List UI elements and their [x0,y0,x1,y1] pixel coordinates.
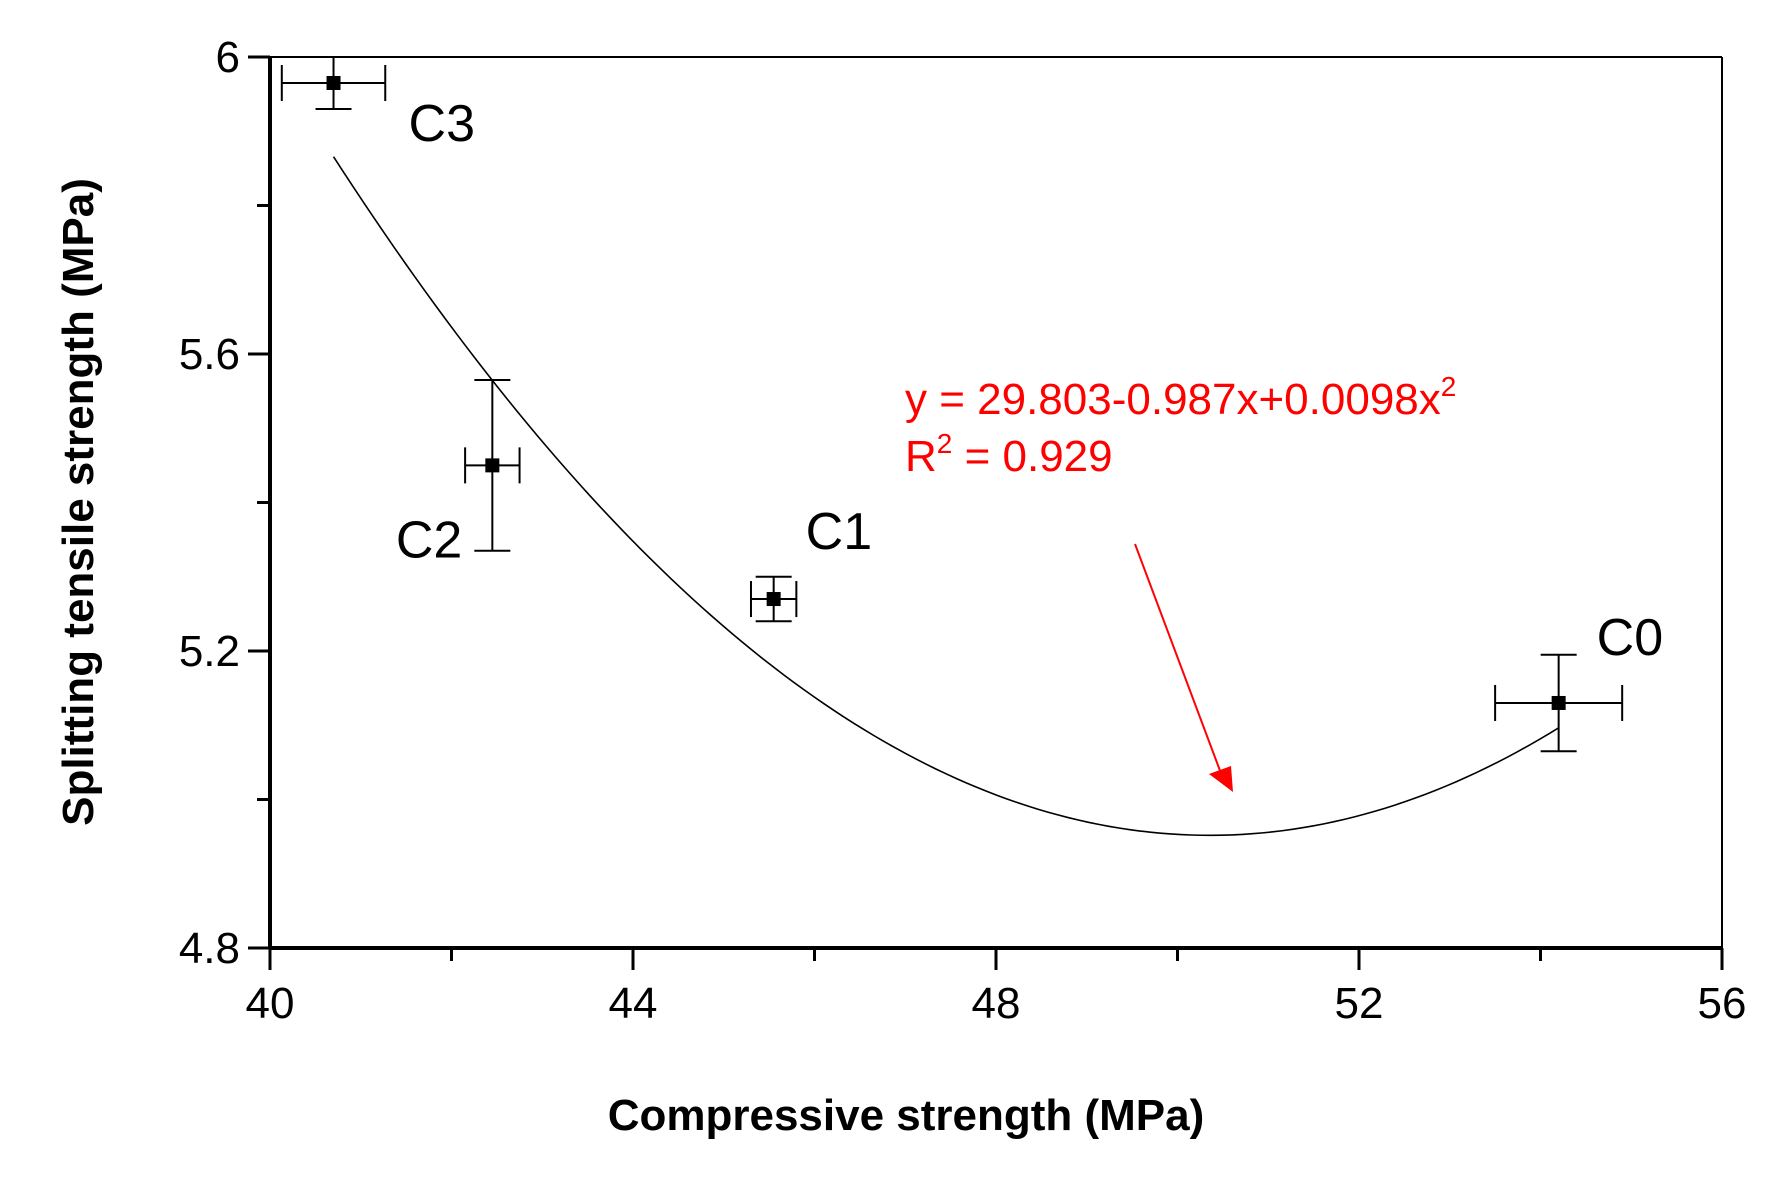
x-tick-label: 44 [609,979,658,1028]
x-tick-label: 40 [246,979,295,1028]
x-tick-labels: 40 44 48 52 56 [246,979,1747,1028]
data-point-marker [326,75,341,90]
x-tick-label: 48 [972,979,1021,1028]
r-squared-superscript: 2 [937,428,953,459]
data-point-marker [485,458,500,473]
y-axis-title: Splitting tensile strength (MPa) [54,178,103,826]
y-tick-label: 6 [216,33,240,82]
data-point-label: C1 [806,503,872,561]
y-tick-label: 5.6 [179,330,240,379]
y-tick-label: 5.2 [179,627,240,676]
x-tick-label: 56 [1698,979,1747,1028]
data-points: C0 C1 C2 C3 [280,56,1663,753]
fit-curve-group [332,156,1560,837]
r-squared-text: R2 = 0.929 [905,428,1113,481]
annotation-arrow-line [1134,543,1223,777]
x-tick-label: 52 [1335,979,1384,1028]
y-tick-labels: 4.8 5.2 5.6 6 [179,33,240,973]
y-tick-label: 4.8 [179,924,240,973]
equation-text: y = 29.803-0.987x+0.0098x2 [905,371,1456,424]
axis-ticks [248,55,1724,970]
data-point-marker [1551,695,1566,710]
equation-superscript: 2 [1441,371,1457,402]
data-point-marker [766,592,781,607]
equation-main: y = 29.803-0.987x+0.0098x [905,375,1441,424]
x-axis-title: Compressive strength (MPa) [608,1091,1205,1140]
data-point-label: C3 [409,95,475,153]
fit-curve [332,156,1560,837]
r-squared-prefix: R [905,432,937,481]
data-point-label: C2 [396,511,462,569]
data-point-label: C0 [1597,609,1663,667]
annotation-arrow-head [1209,766,1233,792]
r-squared-value: = 0.929 [952,432,1112,481]
fit-annotation: y = 29.803-0.987x+0.0098x2 R2 = 0.929 [905,371,1456,792]
